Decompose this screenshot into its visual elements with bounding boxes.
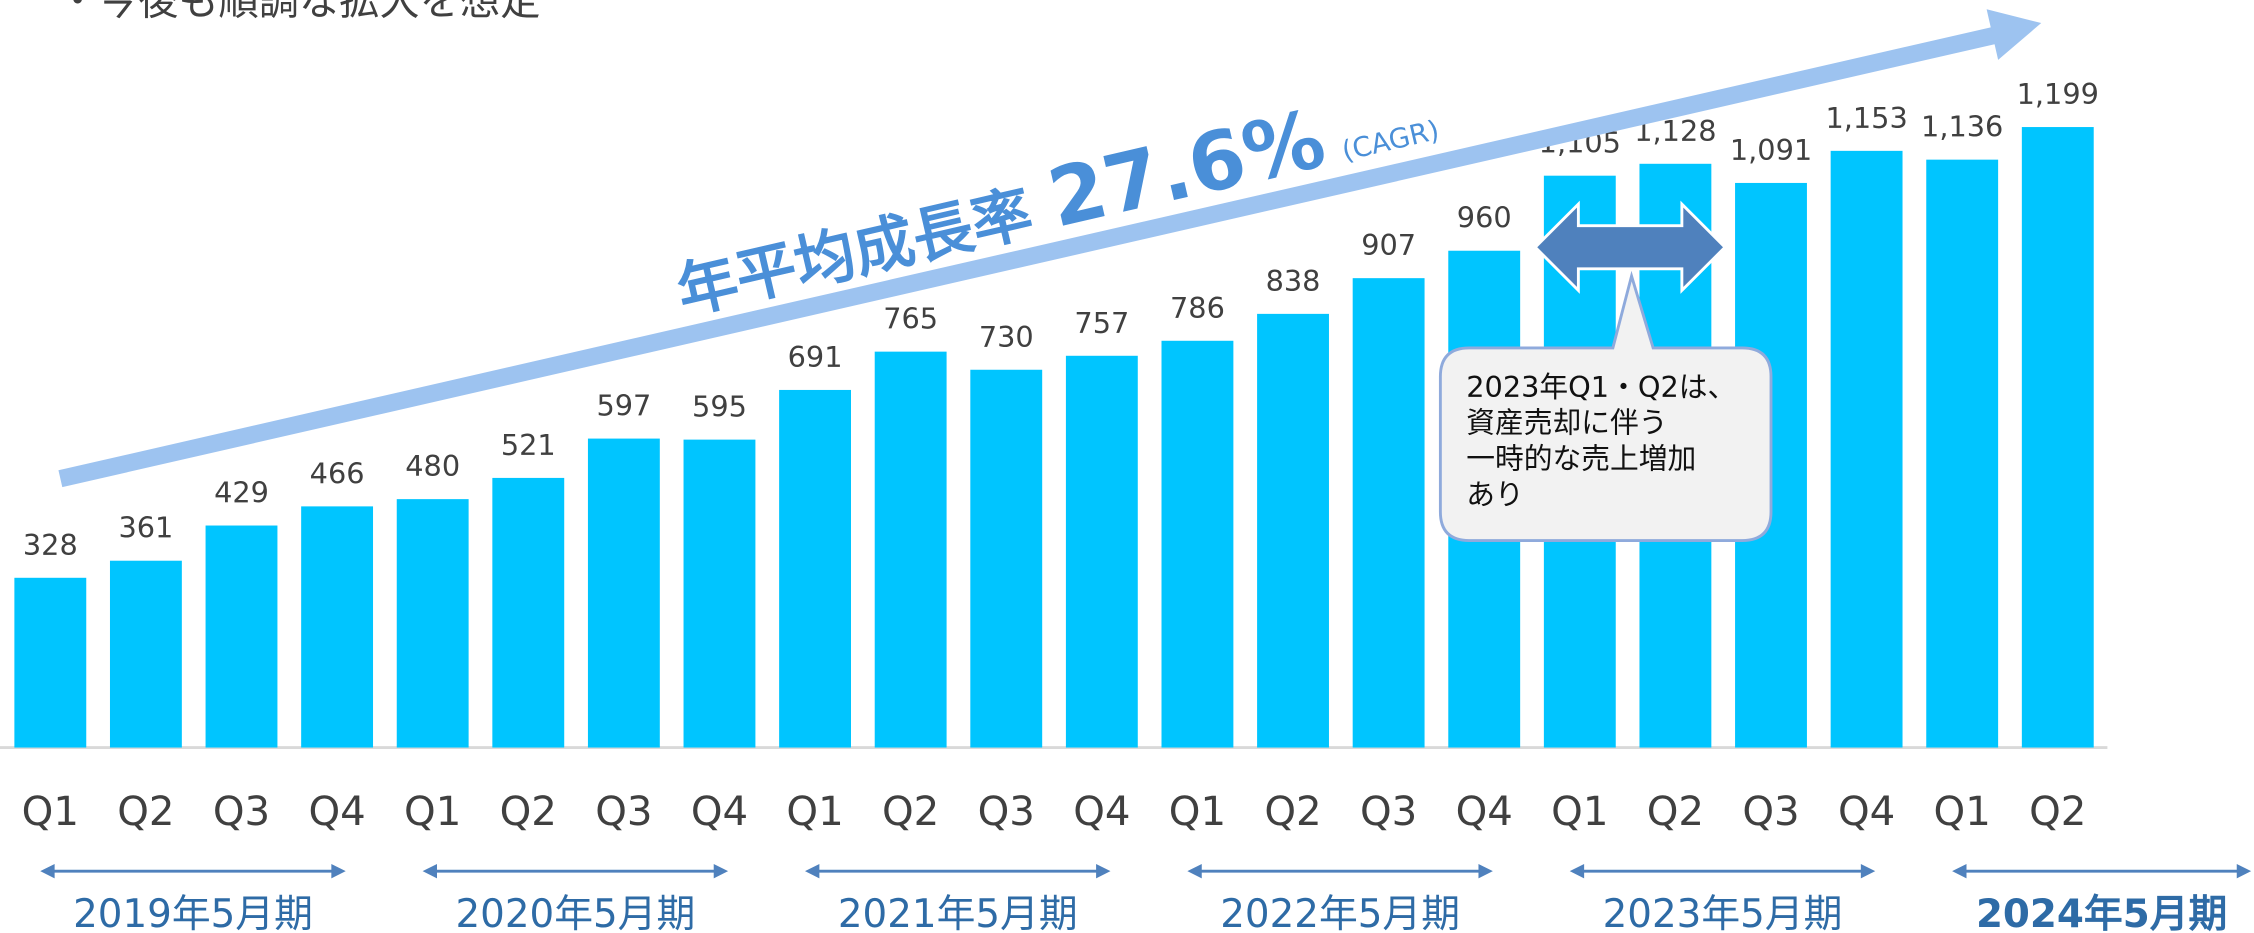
- bar: [1257, 313, 1329, 748]
- x-tick-label: Q4: [1838, 789, 1895, 835]
- cagr-label: 年平均成長率: [670, 178, 1039, 328]
- value-label: 597: [596, 389, 651, 423]
- value-label: 1,199: [2017, 77, 2099, 111]
- x-tick-label: Q2: [117, 789, 174, 835]
- value-label: 757: [1074, 306, 1129, 340]
- x-tick-label: Q3: [213, 789, 270, 835]
- bar: [301, 506, 374, 748]
- subtitle: ・今後も順調な拡大を想定: [58, 0, 541, 24]
- cagr-arrow: [58, 26, 2001, 488]
- x-tick-label: Q1: [1934, 789, 1991, 835]
- x-tick-label: Q1: [22, 789, 79, 835]
- period-arrow-head: [1096, 863, 1111, 879]
- x-tick-label: Q4: [1073, 789, 1130, 835]
- callout-line: 一時的な売上増加: [1466, 442, 1696, 476]
- x-tick-label: Q3: [595, 789, 652, 835]
- bar: [970, 369, 1043, 748]
- value-label: 765: [883, 302, 938, 336]
- period-label: 2020年5月期: [455, 892, 695, 933]
- callout-line: 資産売却に伴う: [1466, 406, 1667, 440]
- bar: [1352, 278, 1425, 748]
- period-label: 2024年5月期: [1976, 892, 2227, 933]
- bar: [683, 439, 756, 748]
- value-label: 838: [1266, 264, 1321, 298]
- x-tick-label: Q2: [2029, 789, 2086, 835]
- value-label: 691: [788, 340, 843, 374]
- value-label: 466: [310, 456, 365, 490]
- callout-line: あり: [1466, 478, 1524, 512]
- cagr-arrow-head: [1986, 9, 2042, 60]
- value-label: 595: [692, 390, 747, 424]
- value-label: 1,091: [1730, 133, 1812, 167]
- value-label: 361: [118, 511, 173, 545]
- bar: [14, 577, 87, 748]
- bar: [1161, 340, 1234, 748]
- bar: [492, 477, 565, 748]
- period-arrow-head: [713, 863, 729, 879]
- value-label: 429: [214, 476, 269, 510]
- value-label: 1,153: [1825, 101, 1907, 135]
- period-arrow-head: [2236, 863, 2252, 879]
- value-label: 521: [501, 428, 556, 462]
- bar: [1926, 159, 1999, 748]
- period-label: 2021年5月期: [838, 892, 1078, 933]
- bar: [779, 389, 851, 748]
- x-tick-label: Q1: [404, 789, 461, 835]
- period-label: 2023年5月期: [1603, 892, 1843, 933]
- period-arrow-head: [331, 863, 346, 879]
- bar: [205, 525, 278, 748]
- callout-box: [1438, 270, 1773, 542]
- cagr-text: 年平均成長率 27.6% (CAGR): [666, 65, 1445, 332]
- x-tick-label: Q1: [1169, 789, 1226, 835]
- value-label: 786: [1170, 291, 1225, 325]
- period-arrow-head: [1952, 863, 1967, 879]
- period-arrow-head: [805, 863, 820, 879]
- bar: [874, 351, 947, 748]
- period-arrow-head: [1478, 863, 1493, 879]
- bar: [2021, 127, 2094, 748]
- period-arrow-head: [40, 863, 55, 879]
- x-tick-label: Q1: [786, 789, 843, 835]
- x-tick-label: Q2: [1264, 789, 1321, 835]
- x-tick-label: Q1: [1551, 789, 1608, 835]
- value-label: 1,136: [1921, 110, 2003, 144]
- value-label: 730: [979, 320, 1034, 354]
- x-tick-label: Q4: [691, 789, 748, 835]
- bar: [396, 499, 469, 748]
- x-tick-label: Q2: [1647, 789, 1704, 835]
- period-label: 2022年5月期: [1220, 892, 1460, 933]
- x-tick-label: Q3: [1360, 789, 1417, 835]
- callout-line: 2023年Q1・Q2は、: [1466, 370, 1736, 404]
- double-arrow: [1533, 200, 1728, 294]
- period-arrow-head: [422, 863, 437, 879]
- x-tick-label: Q2: [882, 789, 939, 835]
- bar: [587, 438, 660, 748]
- x-tick-label: Q3: [1742, 789, 1799, 835]
- value-label: 328: [23, 528, 78, 562]
- x-tick-label: Q4: [308, 789, 365, 835]
- bar: [1065, 355, 1138, 748]
- value-label: 480: [405, 449, 460, 483]
- bar: [109, 560, 182, 748]
- value-label: 907: [1361, 228, 1416, 262]
- period-arrow-head: [1569, 863, 1585, 879]
- bar: [1830, 150, 1903, 748]
- period-arrow-head: [1187, 863, 1202, 879]
- value-label: 960: [1457, 201, 1512, 235]
- x-tick-label: Q4: [1456, 789, 1513, 835]
- x-tick-label: Q2: [500, 789, 557, 835]
- x-tick-label: Q3: [978, 789, 1035, 835]
- period-label: 2019年5月期: [73, 892, 313, 933]
- period-arrow-head: [1860, 863, 1876, 879]
